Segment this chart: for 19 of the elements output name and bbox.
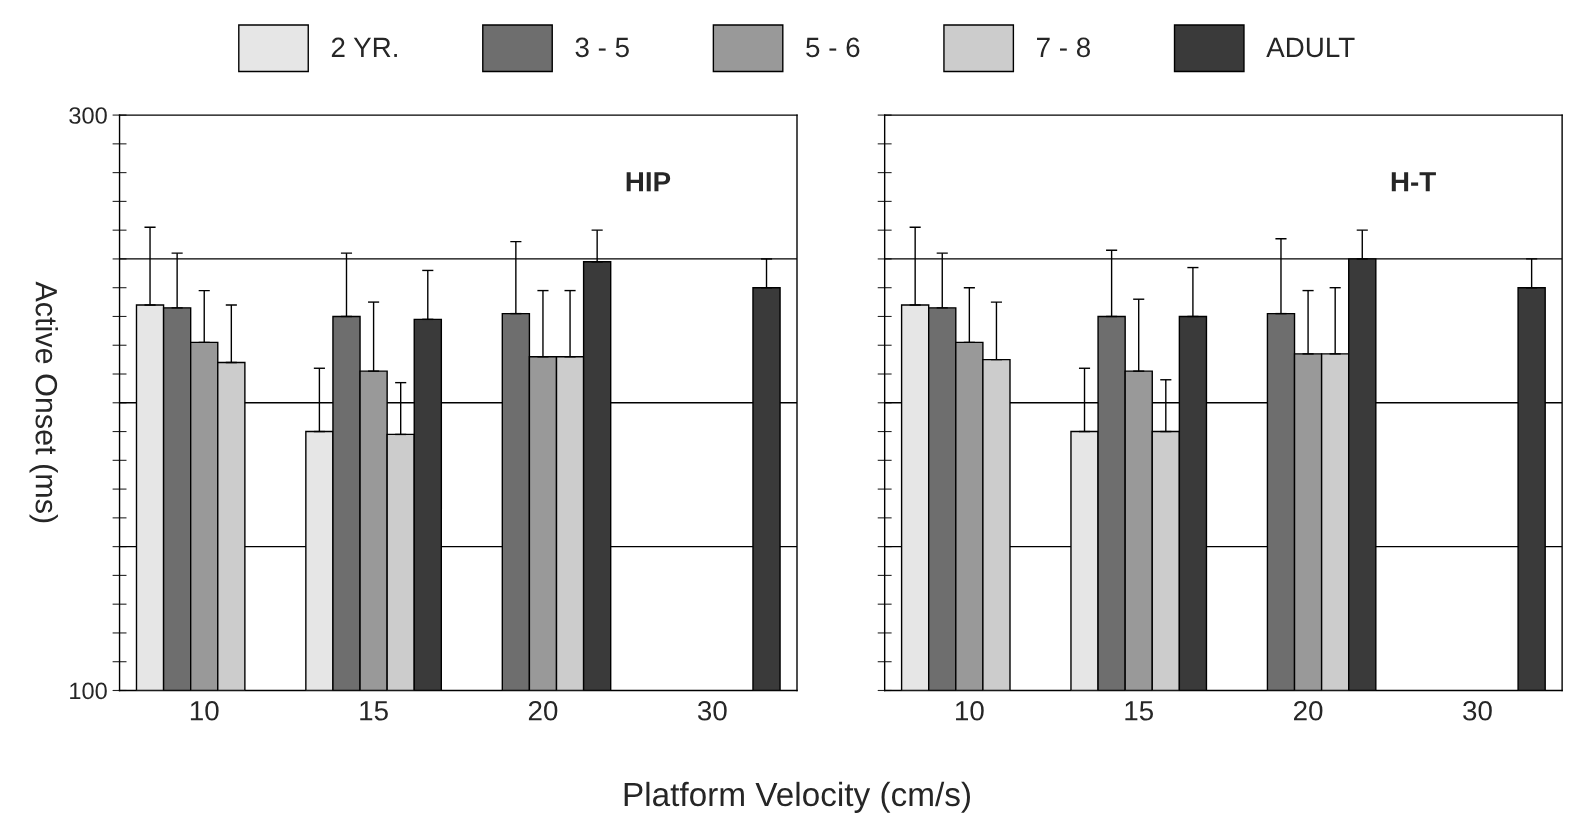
x-axis-title: Platform Velocity (cm/s) [624,781,970,813]
legend-label: 3 - 5 [575,37,629,58]
legend-label: 7 - 8 [1037,37,1090,58]
x-tick-label: 10 [956,700,984,721]
text: H-T [1391,172,1436,192]
text: HIP [626,172,671,192]
y-tick-label: 100 [70,682,107,700]
legend-label: 5 - 6 [806,37,860,58]
legend-label: ADULT [1266,37,1355,58]
x-tick-label: 20 [1294,700,1323,721]
y-tick-label: 300 [69,107,107,124]
legend-label: 2 YR. [331,37,397,57]
x-tick-label: 10 [190,700,219,721]
x-tick-label: 30 [1463,700,1492,721]
x-tick-label: 20 [528,700,558,721]
x-tick-label: 15 [360,701,388,721]
y-axis-title: Active Onset (ms) [29,281,58,523]
x-tick-label: 30 [697,700,727,721]
x-tick-label: 15 [1125,701,1153,721]
